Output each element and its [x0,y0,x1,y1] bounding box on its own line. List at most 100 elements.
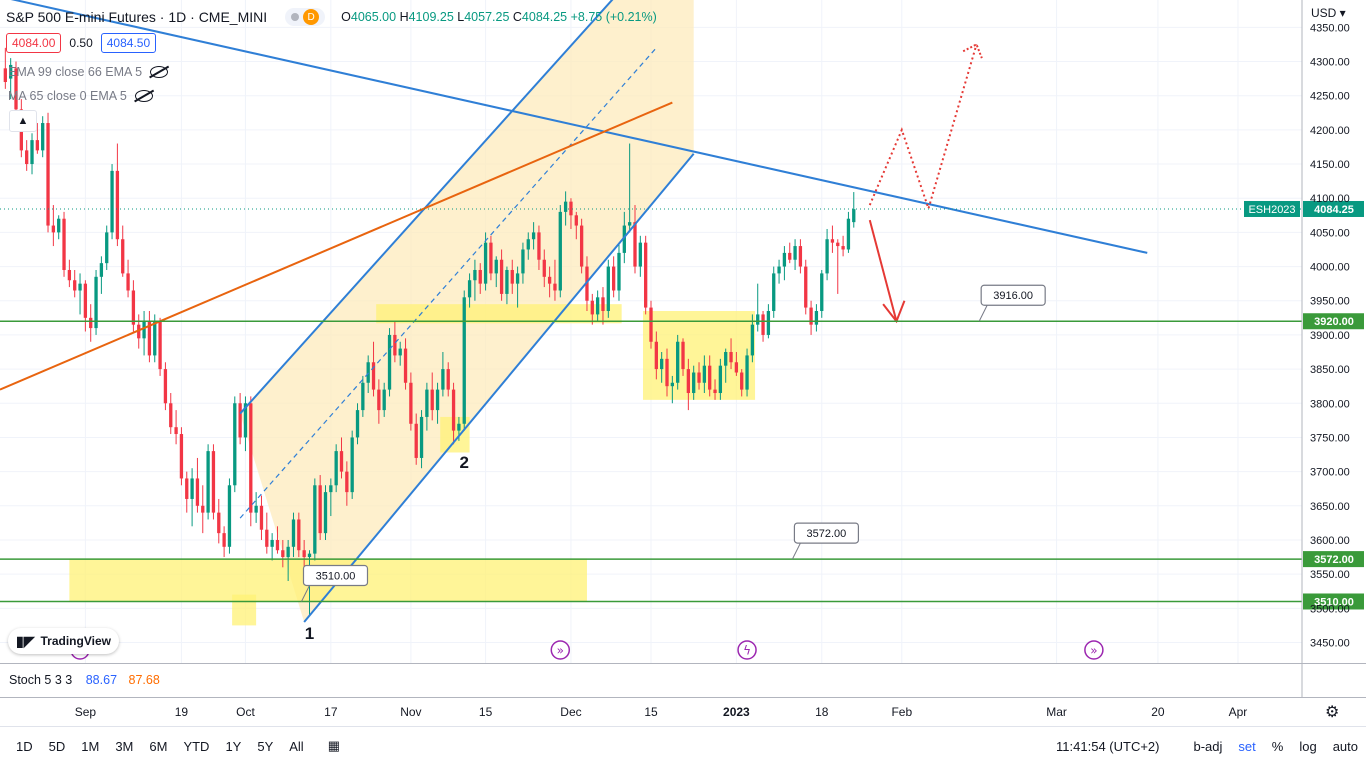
symbol-title[interactable]: S&P 500 E-mini Futures · 1D · CME_MINI [6,9,268,25]
candle-body [158,321,162,370]
range-ytd[interactable]: YTD [183,738,210,754]
currency-label: USD [1311,6,1337,20]
up-projection-path [868,44,978,212]
candle-body [510,269,514,284]
candle-body [793,246,797,260]
settings-gear-icon[interactable]: ⚙ [1325,704,1340,721]
breakout-zone-box [376,304,622,324]
candle-body [611,266,616,291]
settlement-toggle[interactable]: set [1238,738,1256,754]
candle-body [377,389,381,411]
candle-body [211,451,216,513]
range-5d[interactable]: 5D [48,738,66,754]
time-tick-label: Nov [400,705,421,719]
candle-body [169,403,173,428]
candle-body [579,225,584,267]
candle-body [403,348,408,383]
candle-body [398,348,402,356]
candle-body [734,362,739,373]
candle-body [430,389,434,411]
delayed-badge: D [303,9,320,25]
candles [3,47,856,616]
levels: 3916.00 3920.00 3572.00 3572.00 3510.00 3510.… [0,200,1364,610]
range-all[interactable]: All [289,738,304,754]
buy-button[interactable]: 4084.50 [100,33,157,53]
candle-body [483,242,488,284]
candle-body [361,382,365,411]
stoch-legend[interactable]: Stoch 5 3 3 88.67 87.68 [9,673,160,687]
candle-body [547,276,552,284]
channel-mid-line [239,47,657,519]
candle-body [291,519,296,547]
price-tick-label: 3800.00 [1310,398,1350,410]
candle-body [62,218,66,270]
candle-body [238,403,242,438]
range-1y[interactable]: 1Y [225,738,242,754]
price-tick-label: 3500.00 [1310,603,1350,615]
candle-body [281,550,285,558]
candle-body [708,365,712,390]
price-tick-label: 3900.00 [1310,330,1350,342]
candle-body [393,334,397,356]
tv-logo-icon: ▮◤ [16,632,35,649]
clock-readout[interactable]: 11:41:54 (UTC+2) [1056,738,1160,754]
market-status-pill[interactable]: D [285,8,326,26]
candle-body [323,492,328,534]
percent-toggle[interactable]: % [1271,738,1284,754]
indicator-ma[interactable]: MA 65 close 0 EMA 5 [8,89,153,103]
bottom-toolbar: 1D 5D 1M 3M 6M YTD 1Y 5Y All ▦ 11:41:54 … [0,726,1366,765]
hidden-eye-icon[interactable] [150,66,169,78]
candle-body [804,266,808,308]
candle-body [334,451,338,486]
currency-selector[interactable]: USD ▾ [1311,6,1346,20]
time-tick-label: Sep [75,705,97,719]
candle-body [777,266,781,274]
indicator-ma-label: MA 65 close 0 EMA 5 [8,89,127,103]
range-1d[interactable]: 1D [16,738,33,754]
candle-body [46,123,50,226]
candle-body [676,341,680,383]
indicator-ema-label: EMA 99 close 66 EMA 5 [8,65,143,79]
range-5y[interactable]: 5Y [257,738,274,754]
level-axis-tag [1303,313,1364,330]
auto-scale-toggle[interactable]: auto [1332,738,1358,754]
symbol-tag-text: ESH2023 [1248,204,1295,216]
sell-button[interactable]: 4084.00 [6,33,62,53]
time-tick-label: 15 [644,705,658,719]
back-adjust-toggle[interactable]: b-adj [1193,738,1223,754]
range-6m[interactable]: 6M [149,738,168,754]
tradingview-logo[interactable]: ▮◤ TradingView [8,628,119,654]
candle-body [217,512,221,534]
hidden-eye-icon[interactable] [134,90,153,102]
candle-body [846,218,851,250]
log-toggle[interactable]: log [1299,738,1317,754]
candle-body [121,239,125,274]
candle-body [531,232,536,240]
candle-body [537,232,541,260]
collapse-legend-button[interactable]: ▲ [9,110,37,132]
callout-leader [978,305,988,322]
candle-body [115,170,120,240]
candle-body [686,369,691,394]
candle-body [297,519,301,551]
candle-body [457,423,461,431]
candle-body [628,222,632,226]
candle-body [350,437,354,493]
range-3m[interactable]: 3M [115,738,134,754]
candle-body [163,369,168,404]
candle-body [105,232,109,264]
candle-body [355,410,360,438]
candle-body [259,505,264,530]
candle-body [590,300,594,315]
level-callout-box [302,564,369,587]
candle-body [89,317,93,329]
chart-header: S&P 500 E-mini Futures · 1D · CME_MINI D… [6,6,657,28]
indicator-ema[interactable]: EMA 99 close 66 EMA 5 [8,65,169,79]
range-1m[interactable]: 1M [81,738,100,754]
date-range-calendar-icon[interactable]: ▦ [327,738,340,753]
last-price-axis-tag [1303,200,1364,217]
candle-body [99,263,104,277]
candle-body [419,416,424,458]
candle-body [14,68,18,110]
